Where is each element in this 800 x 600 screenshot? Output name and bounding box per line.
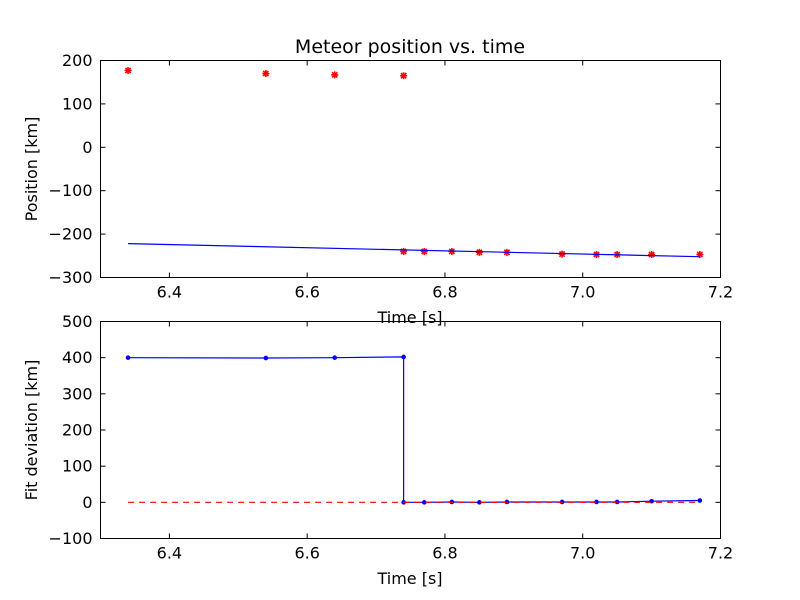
y-tick-label: 100 <box>62 457 93 476</box>
y-tick-label: −100 <box>49 181 93 200</box>
y-tick-label: 300 <box>62 384 93 403</box>
y-tick-label: −100 <box>49 529 93 548</box>
data-point-marker <box>696 250 704 258</box>
deviation-plot-area: 6.4 6.6 6.8 7.0 7.2 −100 0 100 200 300 400 500 <box>49 312 734 563</box>
y-tick-label: −200 <box>49 225 93 244</box>
y-tick-label: −300 <box>49 268 93 287</box>
data-point-marker <box>400 247 408 255</box>
x-tick-label: 7.2 <box>708 283 733 302</box>
data-point-marker <box>401 354 406 360</box>
series-line <box>128 243 700 258</box>
data-point-marker <box>475 248 483 256</box>
x-tick-label: 7.2 <box>708 544 733 563</box>
y-axis-label: Position [km] <box>22 117 41 222</box>
y-tick-label: 500 <box>62 312 93 331</box>
data-point-marker <box>125 355 131 360</box>
x-axis-label: Time [s] <box>376 569 442 588</box>
y-tick-label: 0 <box>82 493 92 512</box>
data-point-marker <box>648 250 656 258</box>
y-axis-label: Fit deviation [km] <box>22 360 41 501</box>
y-tick-label: 200 <box>62 51 93 70</box>
chart-title: Meteor position vs. time <box>295 36 525 58</box>
x-tick-label: 6.4 <box>157 544 182 563</box>
data-point-marker <box>331 71 339 79</box>
data-point-marker <box>421 500 427 505</box>
data-point-marker <box>262 70 270 78</box>
data-point-marker <box>594 499 599 505</box>
data-point-marker <box>400 72 408 80</box>
position-subplot: Meteor position vs. time 6.4 6.6 6.8 7.0 7.2… <box>22 36 733 327</box>
x-tick-label: 6.6 <box>294 544 319 563</box>
data-point-marker <box>263 355 269 361</box>
position-axes-frame <box>100 60 721 278</box>
x-tick-label: 6.8 <box>432 544 457 563</box>
y-tick-label: 0 <box>82 138 92 157</box>
x-axis-label: Time [s] <box>376 308 442 327</box>
x-tick-label: 7.0 <box>570 544 595 563</box>
x-tick-label: 7.0 <box>570 283 595 302</box>
x-tick-label: 6.6 <box>294 283 319 302</box>
data-point-marker <box>477 500 482 505</box>
data-point-marker <box>124 66 132 74</box>
y-tick-label: 100 <box>62 94 93 113</box>
data-point-marker <box>420 247 428 255</box>
y-tick-label: 400 <box>62 348 93 367</box>
deviation-axes-frame <box>100 321 721 539</box>
deviation-subplot: 6.4 6.6 6.8 7.0 7.2 −100 0 100 200 300 400 500 Time… <box>22 312 733 588</box>
position-plot-area: 6.4 6.6 6.8 7.0 7.2 −300 −200 −100 0 100 200 <box>49 51 734 302</box>
x-tick-label: 6.8 <box>432 283 457 302</box>
y-tick-label: 200 <box>62 421 93 440</box>
x-tick-label: 6.4 <box>157 283 182 302</box>
data-point-marker <box>332 355 338 360</box>
data-point-marker <box>697 498 703 503</box>
